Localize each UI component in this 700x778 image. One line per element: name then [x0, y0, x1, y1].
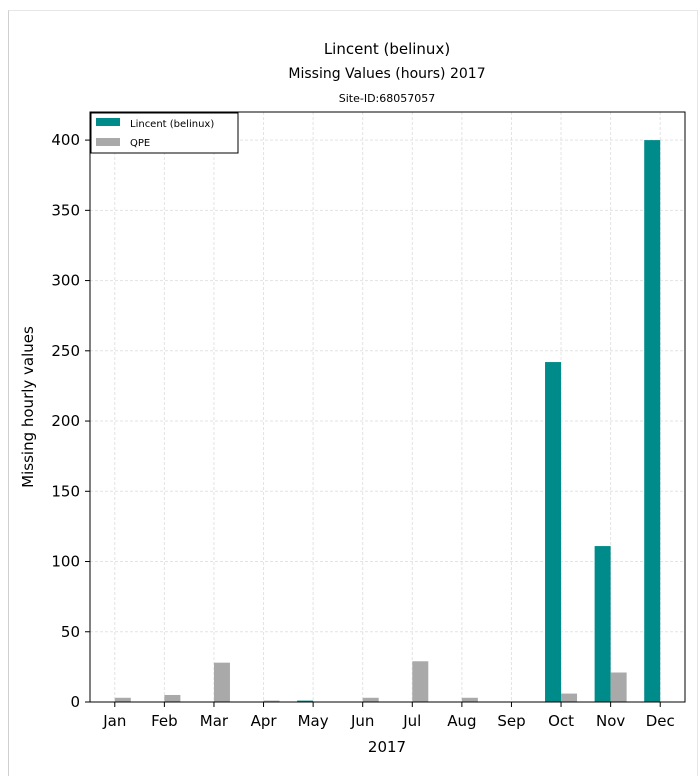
x-tick-label-sep: Sep [497, 712, 525, 730]
bar-qpe-oct [561, 693, 578, 702]
x-tick-label-may: May [298, 712, 329, 730]
bar-qpe-jun [362, 697, 379, 702]
x-tick-label-dec: Dec [646, 712, 675, 730]
bar-lincent-oct [545, 362, 562, 702]
legend-swatch-lincent [96, 118, 120, 126]
y-tick-label: 250 [51, 342, 80, 360]
x-tick-label-feb: Feb [151, 712, 178, 730]
bar-qpe-aug [461, 697, 478, 702]
bar-qpe-jul [412, 661, 429, 702]
y-tick-label: 350 [51, 201, 80, 219]
y-tick-label: 400 [51, 131, 80, 149]
x-tick-label-jan: Jan [102, 712, 126, 730]
x-tick-label-aug: Aug [447, 712, 476, 730]
legend-label-lincent: Lincent (belinux) [130, 119, 214, 130]
x-tick-label-apr: Apr [251, 712, 278, 730]
y-tick-label: 50 [61, 623, 80, 641]
y-tick-label: 200 [51, 412, 80, 430]
bar-lincent-may [297, 700, 314, 702]
x-tick-label-oct: Oct [548, 712, 574, 730]
plot-area-border [89, 111, 686, 703]
bar-qpe-apr [263, 700, 280, 702]
bars [114, 140, 661, 703]
y-tick-label: 0 [70, 693, 80, 711]
legend: Lincent (belinux) QPE [90, 112, 239, 154]
legend-swatch-qpe [96, 138, 120, 146]
y-axis-label: Missing hourly values [19, 326, 37, 488]
bar-qpe-mar [213, 662, 230, 702]
y-tick-label: 100 [51, 553, 80, 571]
chart-title: Lincent (belinux) [324, 40, 450, 58]
x-tick-label-mar: Mar [200, 712, 229, 730]
y-tick-label: 300 [51, 272, 80, 290]
bar-lincent-nov [594, 546, 611, 702]
x-axis: Jan Feb Mar Apr May Jun Jul Aug Sep Oct Nov Dec [102, 702, 675, 730]
bar-lincent-dec [644, 140, 661, 703]
y-tick-label: 150 [51, 482, 80, 500]
bar-qpe-jan [114, 697, 131, 702]
bar-qpe-feb [164, 694, 181, 702]
legend-label-qpe: QPE [130, 138, 150, 149]
y-axis: 0 50 100 150 200 250 300 350 400 [51, 131, 90, 711]
x-tick-label-jun: Jun [350, 712, 374, 730]
chart-site-id: Site-ID:68057057 [339, 92, 436, 105]
x-axis-label: 2017 [368, 738, 406, 756]
bar-qpe-nov [610, 672, 627, 702]
x-tick-label-nov: Nov [596, 712, 625, 730]
x-tick-label-jul: Jul [402, 712, 421, 730]
figure-frame [8, 10, 698, 776]
chart-subtitle: Missing Values (hours) 2017 [288, 66, 485, 82]
